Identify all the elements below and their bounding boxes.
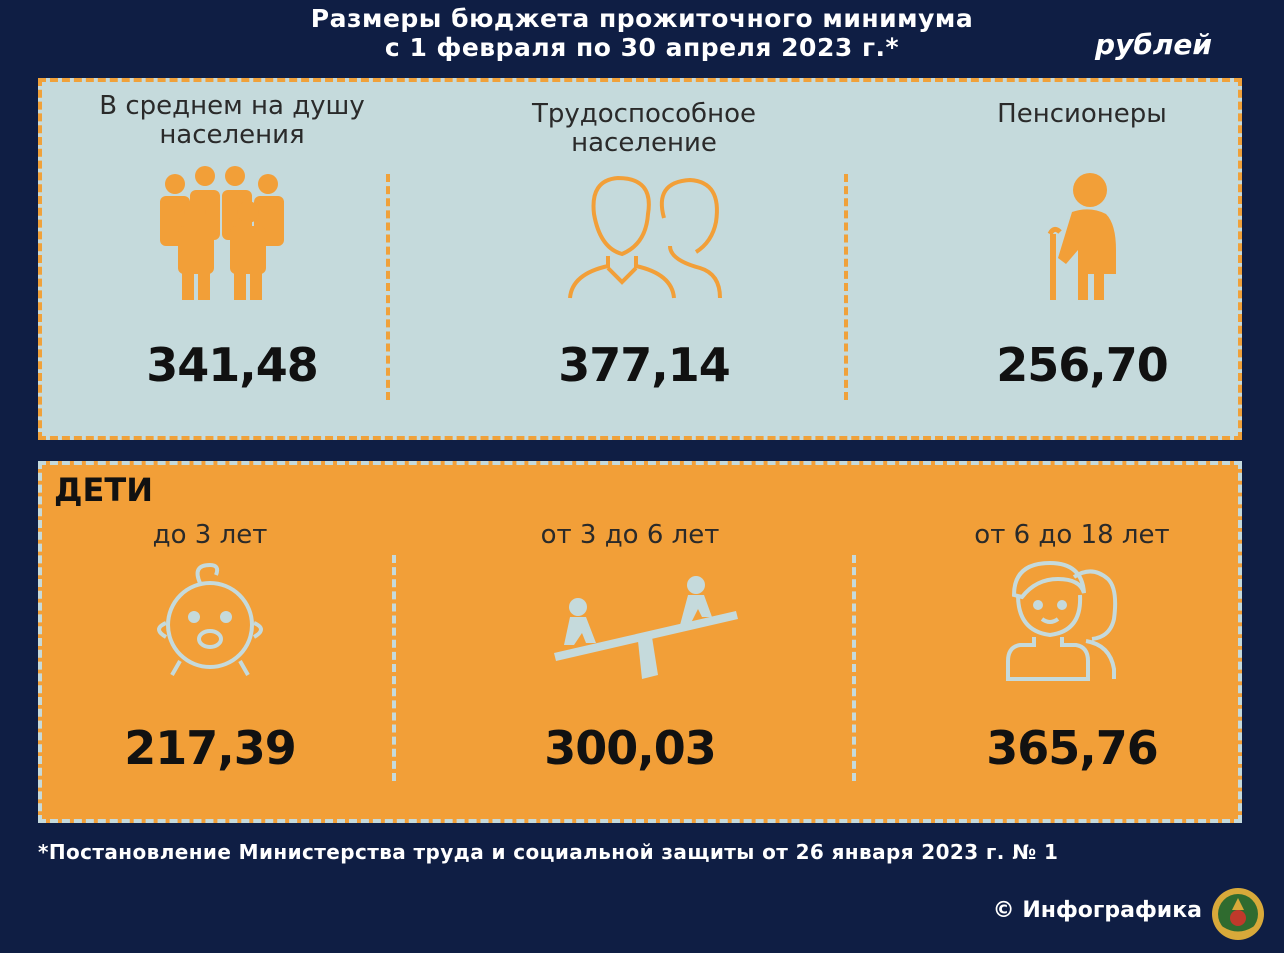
adults-working-value: 377,14 (558, 338, 731, 392)
title-line-2: с 1 февраля по 30 апреля 2023 г.* (384, 33, 900, 62)
credit-label: © Инфографика (992, 898, 1202, 923)
children-under3-column: до 3 лет 217,39 (20, 465, 400, 819)
people-group-icon (160, 166, 284, 300)
children-3to6-column: от 3 до 6 лет 300,03 (440, 465, 820, 819)
children-6to18-label: от 6 до 18 лет (974, 520, 1170, 550)
title-line-1: Размеры бюджета прожиточного минимума (310, 4, 974, 33)
divider (844, 174, 848, 400)
adults-pensioners-value: 256,70 (996, 338, 1169, 392)
children-3to6-label: от 3 до 6 лет (540, 520, 720, 550)
emblem-icon (1212, 888, 1264, 940)
children-under3-value: 217,39 (124, 721, 297, 775)
children-title: ДЕТИ (54, 471, 153, 509)
seesaw-kids-icon (554, 576, 738, 679)
children-panel: ДЕТИ до 3 лет 217,39 от 3 до 6 лет (38, 461, 1242, 823)
man-woman-icon (568, 176, 722, 299)
adults-working-column: Трудоспособное население 377,14 (454, 82, 834, 436)
baby-face-icon (157, 562, 263, 676)
children-6to18-value: 365,76 (986, 721, 1159, 775)
unit-label: рублей (1095, 28, 1212, 61)
children-under3-label: до 3 лет (152, 520, 268, 550)
children-3to6-value: 300,03 (544, 721, 717, 775)
divider (392, 555, 396, 781)
divider (852, 555, 856, 781)
divider (386, 174, 390, 400)
adults-average-label: В среднем на душу населения (99, 91, 365, 150)
adults-pensioners-column: Пенсионеры 256,70 (892, 82, 1272, 436)
adults-pensioners-label: Пенсионеры (997, 99, 1167, 129)
adults-panel: В среднем на душу населения 341,48 Трудо… (38, 78, 1242, 440)
page-title: Размеры бюджета прожиточного минимума с … (0, 4, 1284, 62)
adults-working-label: Трудоспособное население (532, 99, 756, 158)
teenagers-icon (1006, 560, 1118, 681)
children-6to18-column: от 6 до 18 лет 365,76 (882, 465, 1262, 819)
elderly-person-icon (1047, 173, 1116, 300)
adults-average-value: 341,48 (146, 338, 319, 392)
footnote: *Постановление Министерства труда и соци… (38, 840, 1059, 864)
adults-average-column: В среднем на душу населения 341,48 (42, 82, 422, 436)
